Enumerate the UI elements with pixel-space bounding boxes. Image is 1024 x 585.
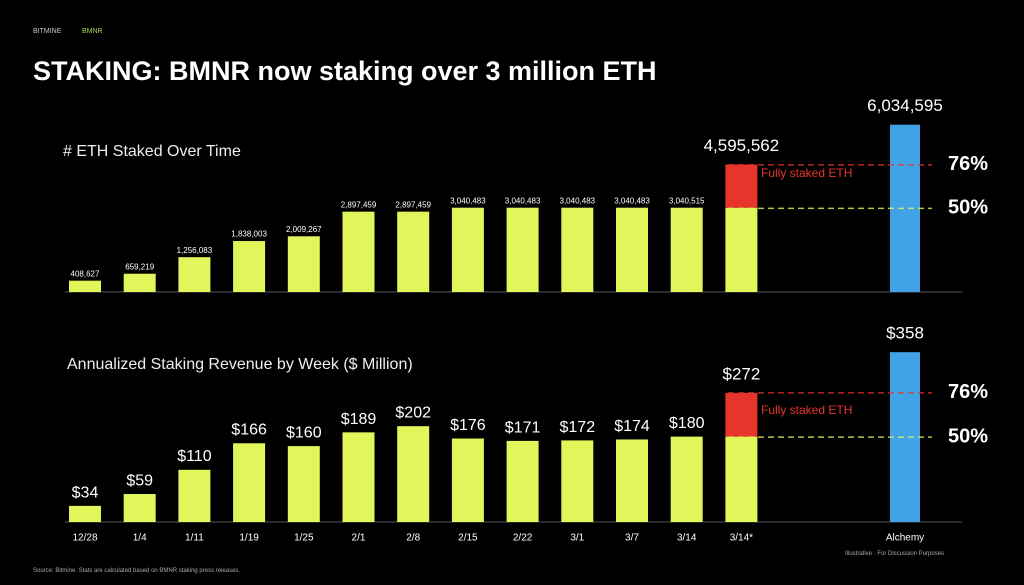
bar bbox=[69, 280, 101, 292]
value-label: 1,256,083 bbox=[177, 246, 213, 255]
bar bbox=[670, 436, 703, 522]
bar bbox=[725, 207, 758, 292]
x-tick-label: 2/15 bbox=[458, 533, 478, 544]
disclaimer: Illustrative · For Discussion Purposes bbox=[845, 551, 945, 557]
bar bbox=[451, 438, 484, 522]
value-label: 408,627 bbox=[71, 269, 100, 278]
bar bbox=[451, 207, 484, 292]
x-tick-label: 3/1 bbox=[570, 533, 584, 544]
bar bbox=[725, 164, 758, 208]
reference-label: 50% bbox=[948, 425, 988, 447]
bar bbox=[506, 207, 539, 292]
bar bbox=[725, 392, 758, 437]
reference-label: 76% bbox=[948, 381, 988, 403]
bar bbox=[233, 443, 266, 522]
bar bbox=[123, 494, 156, 522]
bar bbox=[233, 241, 266, 292]
chart-title: # ETH Staked Over Time bbox=[63, 143, 241, 160]
value-label: 6,034,595 bbox=[867, 96, 943, 115]
value-label: 2,009,267 bbox=[286, 225, 322, 234]
bar bbox=[69, 505, 101, 522]
value-label: $171 bbox=[505, 419, 541, 436]
series-label: Fully staked ETH bbox=[761, 403, 853, 417]
value-label: 3,040,483 bbox=[560, 196, 596, 205]
value-label: $59 bbox=[126, 472, 153, 489]
bar bbox=[561, 207, 594, 292]
x-tick-label: 2/1 bbox=[352, 533, 366, 544]
value-label: 3,040,483 bbox=[614, 196, 650, 205]
value-label: $180 bbox=[669, 415, 705, 432]
bar bbox=[178, 469, 211, 522]
value-label: 1,838,003 bbox=[231, 230, 267, 239]
bar bbox=[725, 436, 758, 522]
x-tick-label: 1/25 bbox=[294, 533, 314, 544]
bar bbox=[178, 257, 211, 292]
value-label: $166 bbox=[231, 422, 267, 439]
value-label: $110 bbox=[177, 448, 212, 465]
ticker: BMNR bbox=[82, 28, 103, 35]
value-label: 3,040,515 bbox=[669, 196, 705, 205]
x-tick-label: 2/22 bbox=[513, 533, 533, 544]
reference-label: 50% bbox=[948, 197, 988, 219]
bar bbox=[616, 207, 648, 292]
bar bbox=[561, 440, 594, 522]
x-tick-label: 1/4 bbox=[133, 533, 147, 544]
value-label: $172 bbox=[560, 419, 596, 436]
brand: BITMINE bbox=[33, 28, 62, 35]
value-label: $189 bbox=[341, 411, 377, 428]
series-label: Fully staked ETH bbox=[761, 166, 853, 180]
x-tick-label: 3/14 bbox=[677, 533, 697, 544]
total-label: 4,595,562 bbox=[704, 136, 780, 155]
bar bbox=[616, 439, 648, 522]
x-tick-label: 1/11 bbox=[185, 533, 204, 544]
source: Source: Bitmine. Stats are calculated ba… bbox=[33, 568, 241, 574]
x-tick-label: 2/8 bbox=[406, 533, 420, 544]
value-label: 2,897,459 bbox=[395, 200, 431, 209]
reference-label: 76% bbox=[948, 153, 988, 175]
value-label: $174 bbox=[614, 418, 650, 435]
bar bbox=[123, 273, 156, 292]
x-tick-label: 3/7 bbox=[625, 533, 639, 544]
x-tick-label: 1/19 bbox=[239, 533, 259, 544]
total-label: $272 bbox=[722, 364, 760, 383]
x-tick-label: 3/14* bbox=[730, 533, 753, 544]
value-label: $358 bbox=[886, 324, 924, 343]
bar bbox=[287, 446, 320, 522]
value-label: $202 bbox=[395, 405, 431, 422]
value-label: $176 bbox=[450, 417, 486, 434]
value-label: 3,040,483 bbox=[505, 196, 541, 205]
bar bbox=[287, 236, 320, 292]
bar bbox=[890, 124, 920, 292]
bar bbox=[890, 352, 920, 522]
bar bbox=[670, 207, 703, 292]
bar bbox=[397, 211, 430, 292]
bar bbox=[342, 432, 375, 522]
chart-title: Annualized Staking Revenue by Week ($ Mi… bbox=[67, 356, 413, 373]
value-label: 659,219 bbox=[125, 262, 154, 271]
value-label: $160 bbox=[286, 425, 322, 442]
slide-title: STAKING: BMNR now staking over 3 million… bbox=[33, 56, 657, 86]
value-label: 2,897,459 bbox=[341, 200, 377, 209]
value-label: 3,040,483 bbox=[450, 196, 486, 205]
x-tick-label: 12/28 bbox=[72, 533, 97, 544]
x-tick-label: Alchemy bbox=[886, 533, 924, 544]
bar bbox=[397, 426, 430, 522]
value-label: $34 bbox=[72, 484, 99, 501]
bar bbox=[506, 440, 539, 522]
bar bbox=[342, 211, 375, 292]
